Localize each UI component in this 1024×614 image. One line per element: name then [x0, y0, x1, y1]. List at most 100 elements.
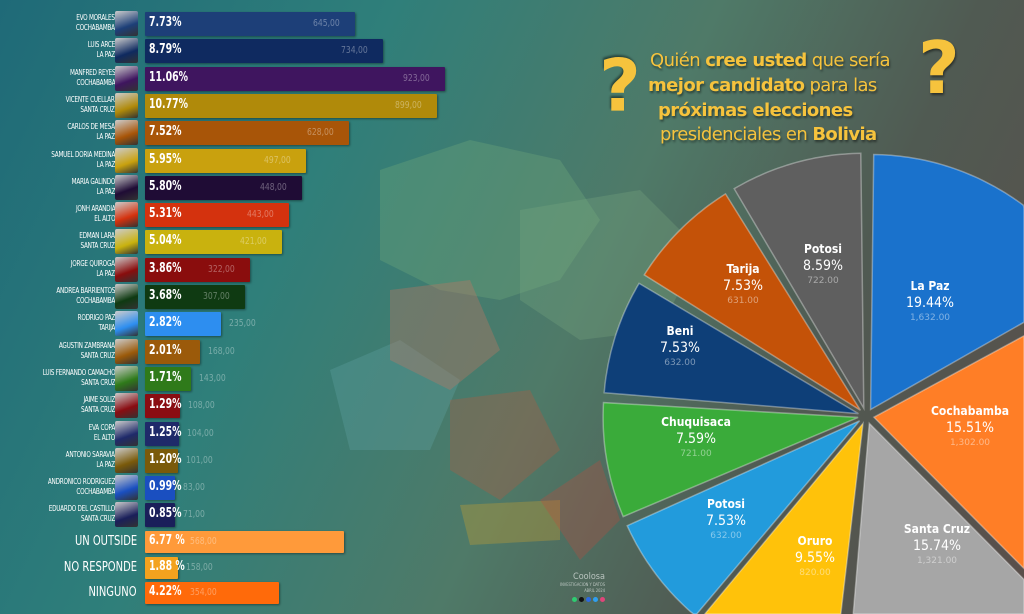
candidate-name: EVA COPA [88, 422, 116, 432]
candidate-label: VICENTE CUELLAR SANTA CRUZ [66, 95, 115, 115]
candidate-region: TARIJA [98, 323, 115, 333]
bar-value-label: 158,00 [186, 561, 213, 573]
candidate-label: EVA COPA EL ALTO [88, 422, 116, 443]
slice-percent: 8.59% [803, 258, 843, 274]
bar [145, 556, 178, 579]
bar [145, 421, 179, 446]
candidate-photo [115, 120, 138, 146]
candidate-name: EDUARDO DEL CASTILLO [48, 504, 116, 514]
candidate-photo [115, 256, 138, 282]
candidate-row: ANTONIO SARAVIA LA PAZ 1.20% 101,00 [0, 447, 460, 474]
candidate-name: CARLOS DE MESA [67, 122, 116, 132]
bar-value-label: 354,00 [190, 587, 217, 598]
candidate-photo [115, 393, 138, 419]
candidate-region: SANTA CRUZ [80, 405, 115, 415]
candidate-label: RODRIGO PAZ TARIJA [78, 313, 116, 333]
slice-percent: 19.44% [906, 295, 954, 311]
bar [145, 394, 180, 419]
candidate-row: LUIS ARCE LA PAZ 8.79% 734,00 [0, 38, 460, 64]
candidate-name: VICENTE CUELLAR [66, 94, 115, 104]
bar-value-label: 899,00 [395, 99, 422, 111]
candidate-name: JONH ARANDIA [75, 204, 116, 214]
candidate-label: JONH ARANDIA EL ALTO [75, 204, 116, 224]
credit: Coolosa INVESTIGACION Y DATOS ABRIL 2024 [560, 572, 605, 602]
pie-slice [852, 421, 1024, 614]
candidate-region: COCHABAMBA [76, 487, 115, 497]
slice-percent: 7.53% [723, 278, 763, 294]
pie-slice [869, 153, 1024, 411]
candidate-region: SANTA CRUZ [80, 377, 115, 387]
pie-slice [626, 420, 861, 614]
bar-percent-label: 0.85% [149, 506, 182, 522]
bar-percent-label: 1.88 % [149, 558, 185, 574]
pie-slice [643, 192, 862, 411]
pie-slice [703, 420, 865, 614]
candidate-name: EDMAN LARA [79, 231, 116, 241]
bar-value-label: 923,00 [403, 72, 430, 84]
slice-label: Santa Cruz [904, 522, 970, 536]
candidate-row: LUIS FERNANDO CAMACHO SANTA CRUZ 1.71% 143,… [0, 365, 460, 392]
candidate-region: SANTA CRUZ [80, 514, 115, 524]
slice-value: 632.00 [664, 358, 696, 368]
candidate-label: LUIS FERNANDO CAMACHO SANTA CRUZ [42, 368, 115, 388]
slice-value: 1,321.00 [917, 556, 957, 566]
bar [145, 230, 282, 255]
bar [145, 582, 279, 604]
bar-percent-label: 8.79% [149, 42, 182, 58]
other-row: NINGUNO 4.22% 354,00 [0, 581, 460, 605]
candidate-row: JONH ARANDIA EL ALTO 5.31% 443,00 [0, 202, 460, 228]
bar [145, 366, 192, 391]
candidate-name: ANDREA BARRIENTOS [56, 286, 115, 295]
other-label: UN OUTSIDE [74, 534, 137, 549]
bar-value-label: 143,00 [199, 372, 227, 384]
slice-value: 722.00 [807, 276, 839, 286]
whatsapp-icon [572, 597, 577, 602]
candidate-region: COCHABAMBA [76, 77, 115, 87]
slice-percent: 15.74% [913, 538, 961, 554]
bar [145, 476, 175, 501]
candidate-name: SAMUEL DORIA MEDINA [51, 149, 115, 159]
bar [145, 312, 222, 337]
bar-percent-label: 2.01% [149, 342, 182, 358]
candidate-row: CARLOS DE MESA LA PAZ 7.52% 628,00 [0, 120, 460, 146]
candidate-photo [115, 38, 138, 64]
slice-value: 820.00 [799, 568, 831, 578]
bar [145, 448, 178, 473]
candidate-label: MARIA GALINDO LA PAZ [72, 177, 116, 197]
bar [145, 93, 438, 118]
slice-value: 631.00 [727, 296, 759, 306]
candidate-region: COCHABAMBA [76, 296, 115, 305]
bar-value-label: 83,00 [183, 482, 205, 494]
bar-value-label: 307,00 [202, 291, 230, 302]
bar-percent-label: 2.82% [149, 315, 182, 331]
candidate-name: LUIS ARCE [87, 40, 115, 50]
candidate-photo [115, 475, 138, 501]
candidate-region: LA PAZ [96, 459, 116, 469]
candidate-row: ANDREA BARRIENTOS COCHABAMBA 3.68% 307,00 [0, 284, 460, 310]
candidate-row: EVA COPA EL ALTO 1.25% 104,00 [0, 420, 460, 447]
tiktok-icon [579, 597, 584, 602]
candidate-photo [115, 11, 138, 36]
pie-slice [602, 401, 859, 518]
candidate-row: MARIA GALINDO LA PAZ 5.80% 448,00 [0, 174, 460, 201]
candidate-name: AGUSTIN ZAMBRANA [59, 340, 115, 350]
candidate-label: JAIME SOLIZ SANTA CRUZ [81, 395, 115, 415]
slice-label: Cochabamba [931, 404, 1009, 418]
bar [145, 175, 303, 200]
candidate-label: ANDRONICO RODRIGUEZ COCHABAMBA [48, 477, 116, 497]
bar-percent-label: 1.29% [149, 397, 182, 413]
candidate-row: EVO MORALES COCHABAMBA 7.73% 645,00 [0, 11, 460, 37]
bar [145, 257, 250, 282]
slice-percent: 7.53% [660, 340, 700, 356]
candidate-photo [115, 447, 138, 473]
other-label: NO RESPONDE [63, 559, 137, 575]
candidate-row: EDMAN LARA SANTA CRUZ 5.04% 421,00 [0, 229, 460, 255]
bar-percent-label: 4.22% [149, 584, 182, 599]
candidate-row: JORGE QUIROGA LA PAZ 3.86% 322,00 [0, 256, 460, 283]
candidate-label: EVO MORALES COCHABAMBA [76, 13, 115, 33]
candidate-region: SANTA CRUZ [80, 350, 115, 360]
candidate-photo [115, 202, 138, 228]
bar-value-label: 108,00 [187, 400, 215, 412]
candidate-photo [115, 420, 138, 446]
twitter-icon [593, 597, 598, 602]
